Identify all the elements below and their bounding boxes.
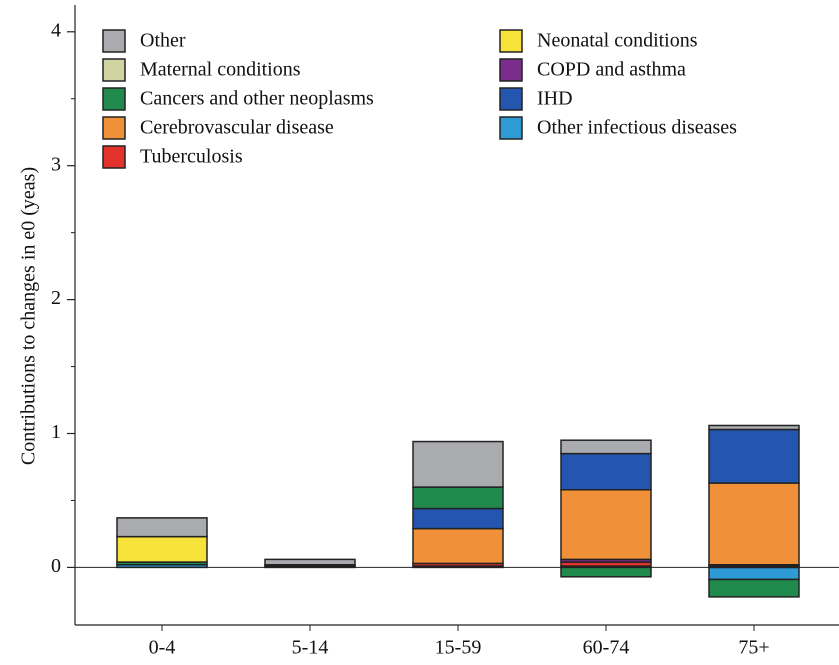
bar-segment xyxy=(708,424,800,431)
bar-segment xyxy=(560,439,652,455)
legend-swatch xyxy=(499,58,523,82)
legend-swatch xyxy=(102,29,126,53)
bar-segment xyxy=(264,558,356,566)
x-tick-label: 15-59 xyxy=(435,637,482,659)
legend-swatch xyxy=(499,29,523,53)
bar-segment xyxy=(560,489,652,561)
y-tick-label: 0 xyxy=(51,555,61,577)
bar-segment xyxy=(412,507,504,530)
y-tick-label: 2 xyxy=(51,287,61,309)
legend-label: Other xyxy=(140,30,186,52)
y-axis-label: Contributions to changes in e0 (yeas) xyxy=(18,167,40,465)
legend-label: Cancers and other neoplasms xyxy=(140,88,374,110)
bar-segment xyxy=(708,578,800,598)
x-tick-label: 0-4 xyxy=(149,637,176,659)
legend-swatch xyxy=(499,116,523,140)
bar-segment xyxy=(412,527,504,565)
legend-label: COPD and asthma xyxy=(537,59,686,81)
bar-segment xyxy=(560,452,652,491)
bar-segment xyxy=(412,440,504,488)
bar-segment xyxy=(116,535,208,563)
bar-segment xyxy=(708,428,800,484)
x-tick-label: 60-74 xyxy=(583,637,630,659)
legend-swatch xyxy=(102,145,126,169)
y-tick-label: 1 xyxy=(51,421,61,443)
legend-swatch xyxy=(102,116,126,140)
legend-label: Neonatal conditions xyxy=(537,30,698,52)
bar-segment xyxy=(412,486,504,510)
legend-swatch xyxy=(499,87,523,111)
legend-label: Maternal conditions xyxy=(140,59,301,81)
legend-swatch xyxy=(102,58,126,82)
legend-label: IHD xyxy=(537,88,573,110)
y-tick-label: 3 xyxy=(51,153,61,175)
bar-segment xyxy=(708,566,800,581)
x-tick-label: 75+ xyxy=(738,637,769,659)
legend-swatch xyxy=(102,87,126,111)
bar-segment xyxy=(116,517,208,538)
y-tick-label: 4 xyxy=(51,19,61,41)
bar-segment xyxy=(560,566,652,578)
bar-segment xyxy=(708,482,800,566)
x-tick-label: 5-14 xyxy=(292,637,329,659)
legend-label: Tuberculosis xyxy=(140,146,243,168)
legend-label: Cerebrovascular disease xyxy=(140,117,334,139)
legend-label: Other infectious diseases xyxy=(537,117,737,139)
